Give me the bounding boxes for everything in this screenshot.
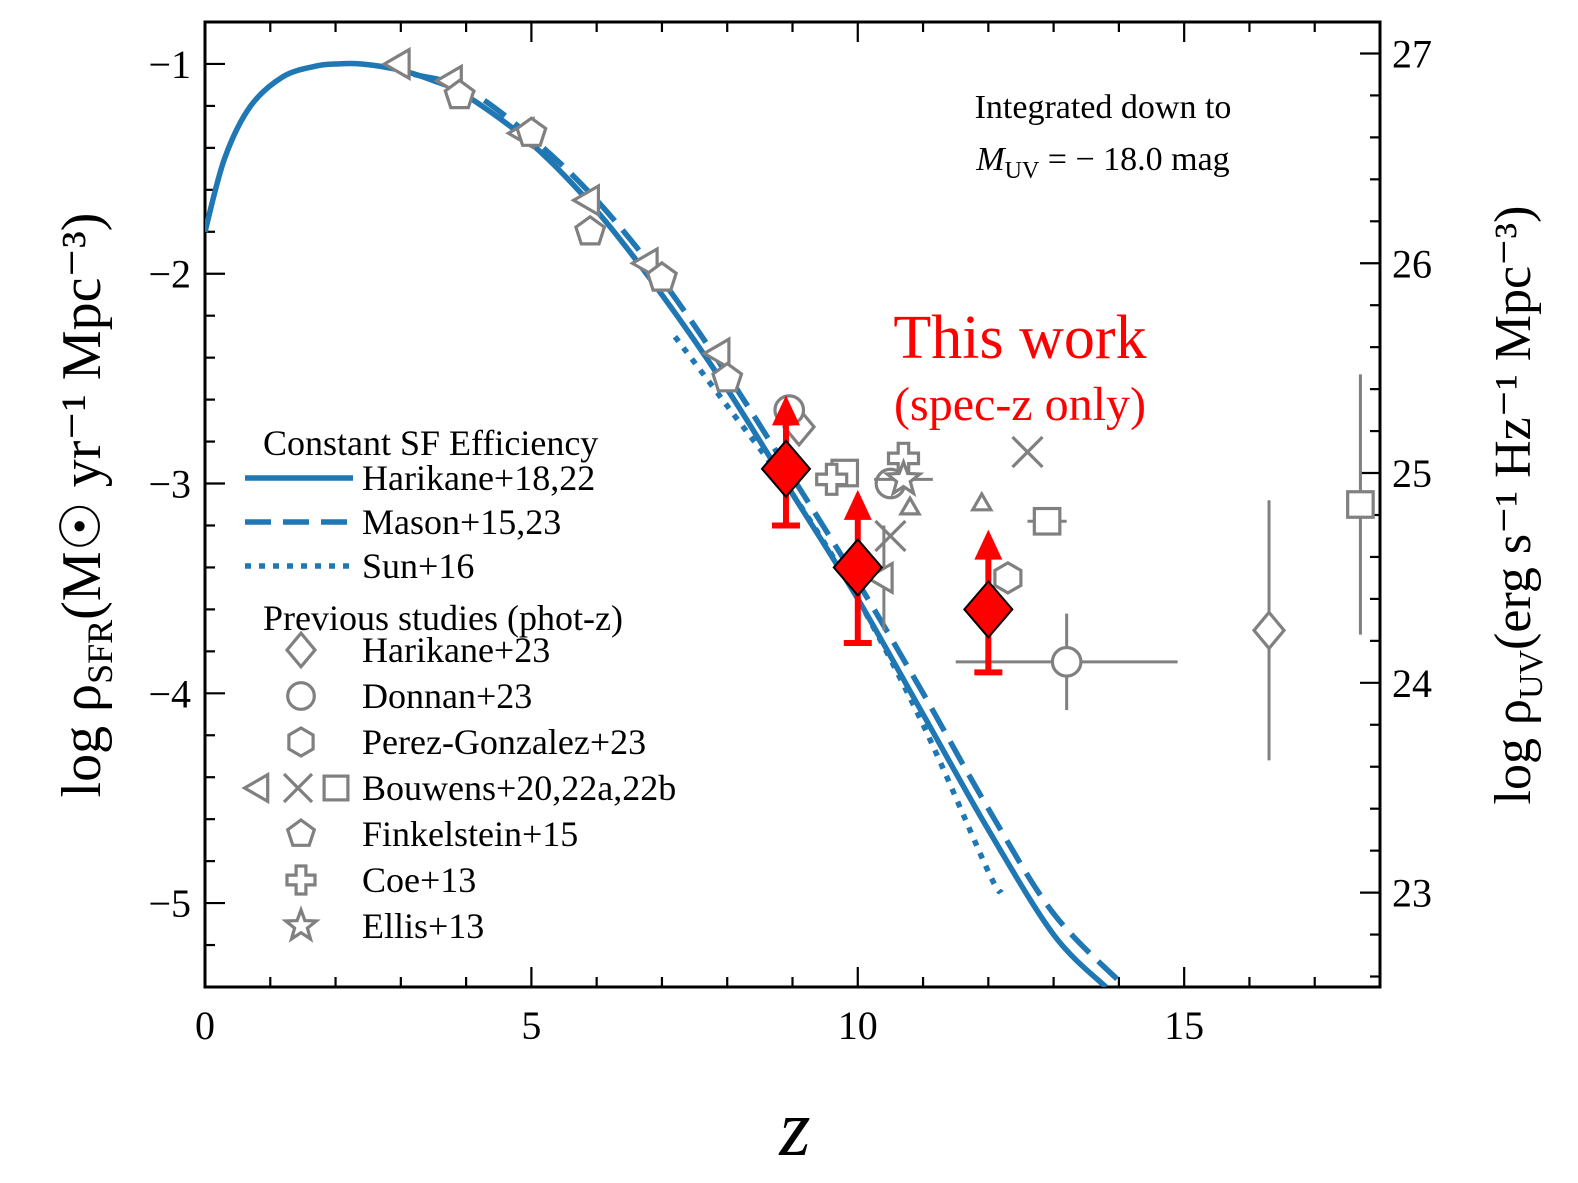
y2-axis-title-main: log ρ [1485,699,1542,804]
x-tick-label: 0 [195,1003,215,1048]
x-axis-title: z [778,1085,810,1173]
legend-label-mason-15-23: Mason+15,23 [362,502,561,542]
this-work-arrow-head [843,489,872,520]
y-tick-label: −5 [148,881,191,926]
prev-point-bouwens-20-22a-22b-x [874,519,907,553]
legend-label-perez-gonzalez-23: Perez-Gonzalez+23 [362,722,646,762]
this-work-point [760,439,812,499]
prev-point-harikane-23-diamond [1251,609,1287,651]
y2-tick-label: 27 [1392,31,1432,76]
y-tick-label: −2 [148,252,191,297]
legend-prev-header: Previous studies (phot-z) [263,598,623,638]
prev-point-bouwens-20-22a-22b-square [1032,506,1062,536]
y-axis-title: log ρSFR(M☉ yr⁻¹ Mpc⁻³) [51,213,120,798]
prev-point-additional-upper-limits-triangle-up [969,490,994,512]
this-work-arrow-head [974,529,1003,560]
this-work-arrow-head [771,395,800,426]
legend-marker-finkelstein-15-pentagon [285,818,317,847]
legend-marker-bouwens-20-22a-22b-triangle-left [241,771,270,805]
prev-point-bouwens-20-22a-22b-triangle-left [381,46,411,81]
model-line-sun-16 [672,335,1004,895]
x-tick-label: 5 [521,1003,541,1048]
y-axis-title-unit: (M☉ yr⁻¹ Mpc⁻³) [51,213,113,620]
axis-ticks [203,20,1382,989]
y2-tick-label: 24 [1392,661,1432,706]
legend-label-ellis-13: Ellis+13 [362,906,484,946]
legend: Constant SF Efficiency Previous studies … [241,423,676,946]
y2-axis-title-sub: UV [1513,649,1550,699]
y2-tick-label: 23 [1392,871,1432,916]
annotation-line-2: MUV = − 18.0 mag [975,141,1229,184]
x-tick-label: 15 [1164,1003,1204,1048]
this-work-points [760,395,1014,676]
this-work-point [963,579,1014,639]
legend-marker-donnan-23-circle [286,681,316,711]
prev-point-additional-upper-limits-triangle-up [898,495,922,516]
prev-point-finkelstein-15-pentagon [711,361,744,393]
prev-point-donnan-23-circle [1050,645,1083,678]
legend-marker-harikane-23-diamond [284,630,318,670]
prev-point-bouwens-20-22a-22b-square [1346,490,1375,519]
legend-label-finkelstein-15: Finkelstein+15 [362,814,578,854]
model-lines [205,60,1128,987]
prev-point-finkelstein-15-pentagon [574,214,607,246]
prev-point-bouwens-20-22a-22b-x [1011,435,1044,469]
legend-label-harikane-18-22: Harikane+18,22 [362,458,595,498]
annotation-m: M [975,141,1006,178]
y-tick-label: −3 [148,462,191,507]
legend-marker-bouwens-20-22a-22b-x [282,772,314,804]
annotation-line-1: Integrated down to [975,89,1232,126]
annotation-rest: = − 18.0 mag [1039,141,1229,178]
prev-point-perez-gonzalez-23-hexagon [993,561,1023,595]
previous-studies-points [381,46,1375,761]
y-axis-title-sub: SFR [80,620,120,684]
legend-marker-coe-13-cross [285,864,317,896]
model-line-harikane-18-22 [205,60,1108,987]
legend-label-sun-16: Sun+16 [362,546,474,586]
y2-axis-title-unit: (erg s⁻¹ Hz⁻¹ Mpc⁻³) [1485,206,1542,650]
legend-label-coe-13: Coe+13 [362,860,476,900]
y2-axis-title: log ρUV(erg s⁻¹ Hz⁻¹ Mpc⁻³) [1485,206,1550,805]
this-work-subtitle: (spec-z only) [894,378,1146,431]
y-tick-label: −1 [148,42,191,87]
prev-point-bouwens-20-22a-22b-triangle-left [700,336,731,371]
prev-point-ellis-13-star [882,457,925,498]
legend-marker-perez-gonzalez-23-hexagon [287,726,315,758]
legend-label-harikane-23: Harikane+23 [362,630,550,670]
this-work-point [832,537,884,597]
prev-point-coe-13-cross [815,462,849,496]
y2-tick-label: 25 [1392,451,1432,496]
legend-marker-ellis-13-star [281,905,321,943]
legend-model-header: Constant SF Efficiency [263,423,598,463]
prev-point-bouwens-20-22a-22b-triangle-left [570,183,601,218]
prev-point-finkelstein-15-pentagon [515,116,548,147]
y-axis-title-main: log ρ [51,684,113,798]
annotation-m-sub: UV [1005,158,1040,184]
legend-label-bouwens-20-22a-22b: Bouwens+20,22a,22b [362,768,676,808]
prev-point-finkelstein-15-pentagon [443,78,476,110]
axis-tick-labels: 0 5 10 15 −1 −2 −3 −4 −5 23 24 25 26 27 [148,31,1432,1048]
y-tick-label: −4 [148,671,191,716]
y2-tick-label: 26 [1392,241,1432,286]
prev-point-finkelstein-15-pentagon [645,260,679,292]
x-tick-label: 10 [838,1003,878,1048]
legend-label-donnan-23: Donnan+23 [362,676,532,716]
legend-marker-bouwens-20-22a-22b-square [322,774,350,802]
this-work-title: This work [893,304,1146,372]
